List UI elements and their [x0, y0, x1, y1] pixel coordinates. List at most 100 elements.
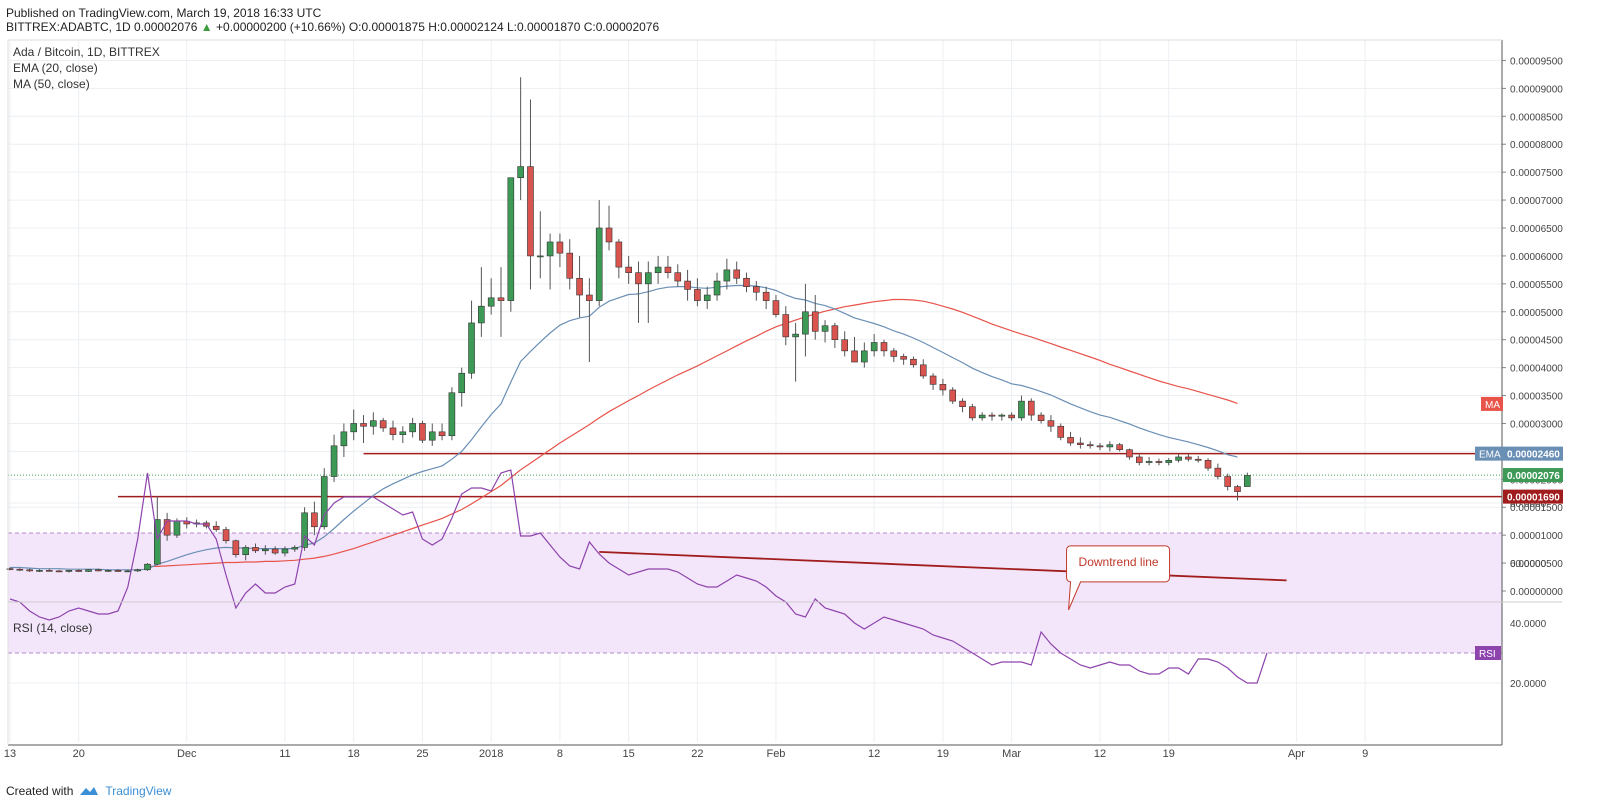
x-tick-label: Apr	[1288, 748, 1305, 760]
ma-50-line	[147, 298, 1238, 568]
candle-up	[595, 227, 603, 301]
candle-down	[831, 325, 839, 340]
candle-up	[1165, 460, 1173, 463]
candle-down	[890, 350, 898, 357]
candle-down	[419, 423, 426, 441]
candle-up	[301, 512, 308, 548]
candle-down	[222, 529, 230, 542]
candle-up	[546, 241, 554, 257]
legend-rsi: RSI (14, close)	[13, 621, 92, 635]
candle-down	[1116, 444, 1123, 451]
candle-up	[517, 166, 524, 179]
candle-up	[1145, 461, 1153, 463]
candle-down	[271, 548, 279, 554]
candle-down	[6, 568, 14, 570]
candle-down	[664, 266, 672, 273]
candle-down	[379, 420, 387, 429]
candle-down	[1224, 476, 1231, 487]
candles	[6, 77, 1251, 573]
badge-rsi	[1475, 646, 1501, 660]
candle-down	[625, 266, 632, 273]
candle-down	[1185, 456, 1192, 460]
candle-down	[497, 297, 505, 301]
candle-down	[1008, 414, 1015, 419]
candle-down	[900, 356, 907, 360]
x-tick-label: 12	[1094, 748, 1106, 760]
y-tick-label: 0.00000000	[1510, 587, 1563, 598]
footer: Created with TradingView	[6, 784, 171, 798]
candle-down	[880, 342, 888, 352]
legend-ma: MA (50, close)	[13, 77, 90, 91]
candle-down	[26, 569, 33, 572]
price-label-last	[1503, 468, 1563, 483]
candle-down	[527, 166, 534, 257]
candle-down	[1057, 425, 1065, 438]
candle-down	[311, 512, 318, 528]
candle-up	[262, 548, 269, 552]
rsi-band-fill	[8, 533, 1502, 653]
candle-up	[458, 372, 466, 394]
candle-up	[330, 445, 338, 477]
y-tick-label: 0.00006500	[1510, 224, 1563, 235]
candle-up	[291, 547, 299, 550]
close-label: C:	[583, 20, 596, 34]
candle-up	[124, 570, 132, 573]
callout: Downtrend line	[1066, 545, 1171, 611]
y-tick-label: 0.00001000	[1510, 531, 1563, 542]
candle-up	[144, 563, 151, 571]
candle-down	[694, 289, 701, 301]
candle-up	[870, 342, 878, 352]
candle-down	[851, 350, 858, 363]
candle-down	[16, 568, 24, 571]
price-label-text: 0.00002076	[1507, 471, 1560, 482]
candle-down	[1204, 460, 1212, 469]
rsi-line	[9, 469, 1268, 684]
candle-down	[919, 364, 927, 377]
candle-up	[998, 414, 1006, 417]
x-tick-label: 11	[279, 748, 290, 760]
symbol-line: BITTREX:ADABTC, 1D 0.00002076 ▲ +0.00000…	[6, 20, 659, 34]
y-tick-label: 0.00004500	[1510, 336, 1563, 347]
candle-up	[802, 311, 809, 335]
candle-down	[1047, 420, 1055, 427]
candle-down	[929, 375, 937, 385]
callout-text: Downtrend line	[1079, 555, 1159, 569]
candle-down	[1037, 414, 1045, 421]
rsi-tick-label: 60.0000	[1510, 559, 1547, 570]
legend-ema: EMA (20, close)	[13, 61, 98, 75]
x-tick-label: 13	[4, 748, 16, 760]
candle-up	[1106, 444, 1114, 448]
candle-down	[1086, 444, 1094, 447]
y-tick-label: 0.00007000	[1510, 196, 1563, 207]
badge-ma-text: MA	[1485, 400, 1500, 411]
downtrend-line	[599, 551, 1287, 582]
candle-down	[841, 339, 849, 352]
rsi-series-line	[9, 469, 1268, 684]
x-tick-label: 12	[868, 748, 880, 760]
candle-down	[1027, 400, 1035, 416]
x-tick-label: 25	[416, 748, 428, 760]
candle-down	[114, 570, 122, 572]
candle-up	[154, 519, 161, 565]
candle-down	[576, 277, 583, 296]
y-tick-label: 0.00000500	[1510, 559, 1563, 570]
candle-down	[75, 570, 83, 572]
change-up-icon: ▲	[200, 20, 213, 34]
candle-down	[733, 269, 740, 279]
candle-up	[350, 423, 358, 433]
brand-name[interactable]: TradingView	[105, 784, 172, 798]
candle-up	[399, 431, 407, 435]
reference-lines	[8, 452, 1502, 498]
candle-up	[428, 431, 436, 441]
created-with: Created with	[6, 784, 74, 798]
candle-up	[281, 548, 289, 554]
low-value: 0.00001870	[517, 20, 581, 34]
candle-down	[1096, 445, 1104, 448]
candle-up	[507, 177, 515, 301]
candle-down	[252, 547, 259, 552]
y-tick-label: 0.00008000	[1510, 140, 1563, 151]
x-tick-label: 2018	[479, 748, 503, 760]
candle-down	[939, 384, 947, 391]
y-tick-label: 0.00001500	[1510, 503, 1563, 514]
